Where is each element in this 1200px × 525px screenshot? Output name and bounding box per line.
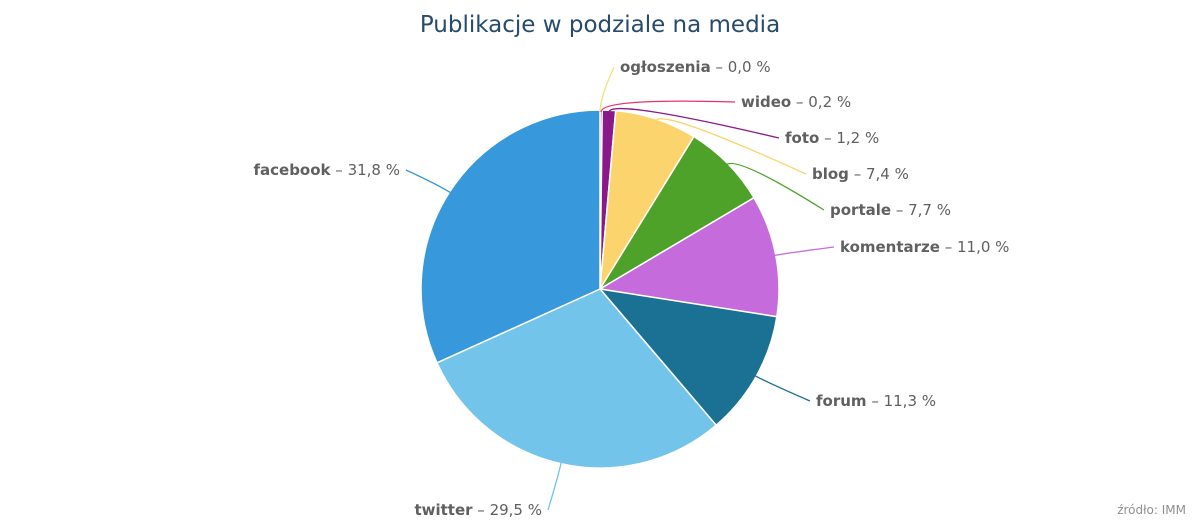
connector-wideo: [600, 100, 736, 113]
data-label-value: – 0,0 %: [711, 58, 771, 76]
data-label-value: – 11,3 %: [867, 392, 936, 410]
data-label-forum: forum – 11,3 %: [816, 392, 936, 410]
data-label-name: wideo: [741, 93, 791, 111]
connector-komentarze: [773, 246, 835, 257]
connector-blog: [655, 118, 807, 175]
data-label-value: – 7,4 %: [849, 165, 909, 183]
data-label-value: – 1,2 %: [819, 129, 879, 147]
data-label-value: – 7,7 %: [891, 201, 951, 219]
data-label-facebook: facebook – 31,8 %: [253, 161, 400, 179]
data-label-value: – 11,0 %: [940, 238, 1009, 256]
data-label-name: ogłoszenia: [620, 58, 711, 76]
source-note: źródło: IMM: [1117, 503, 1186, 517]
chart-title: Publikacje w podziale na media: [419, 12, 781, 38]
data-label-value: – 31,8 %: [331, 161, 400, 179]
data-label-name: forum: [816, 392, 867, 410]
connector-twitter: [547, 461, 563, 511]
data-label-og-oszenia: ogłoszenia – 0,0 %: [620, 58, 771, 76]
data-label-name: portale: [830, 201, 891, 219]
connector-forum: [754, 374, 811, 402]
data-label-name: facebook: [253, 161, 331, 179]
data-label-portale: portale – 7,7 %: [830, 201, 951, 219]
data-label-twitter: twitter – 29,5 %: [414, 501, 542, 519]
data-label-name: blog: [812, 165, 849, 183]
data-label-name: twitter: [414, 501, 473, 519]
connector-foto: [608, 107, 780, 139]
connector-og-oszenia: [599, 66, 615, 113]
connector-facebook: [405, 169, 452, 194]
data-label-wideo: wideo – 0,2 %: [741, 93, 851, 111]
data-label-name: foto: [785, 129, 819, 147]
data-label-name: komentarze: [840, 238, 940, 256]
connector-portale: [725, 162, 825, 211]
data-label-komentarze: komentarze – 11,0 %: [840, 238, 1009, 256]
data-label-blog: blog – 7,4 %: [812, 165, 909, 183]
data-label-foto: foto – 1,2 %: [785, 129, 879, 147]
data-label-value: – 29,5 %: [473, 501, 542, 519]
data-label-value: – 0,2 %: [791, 93, 851, 111]
